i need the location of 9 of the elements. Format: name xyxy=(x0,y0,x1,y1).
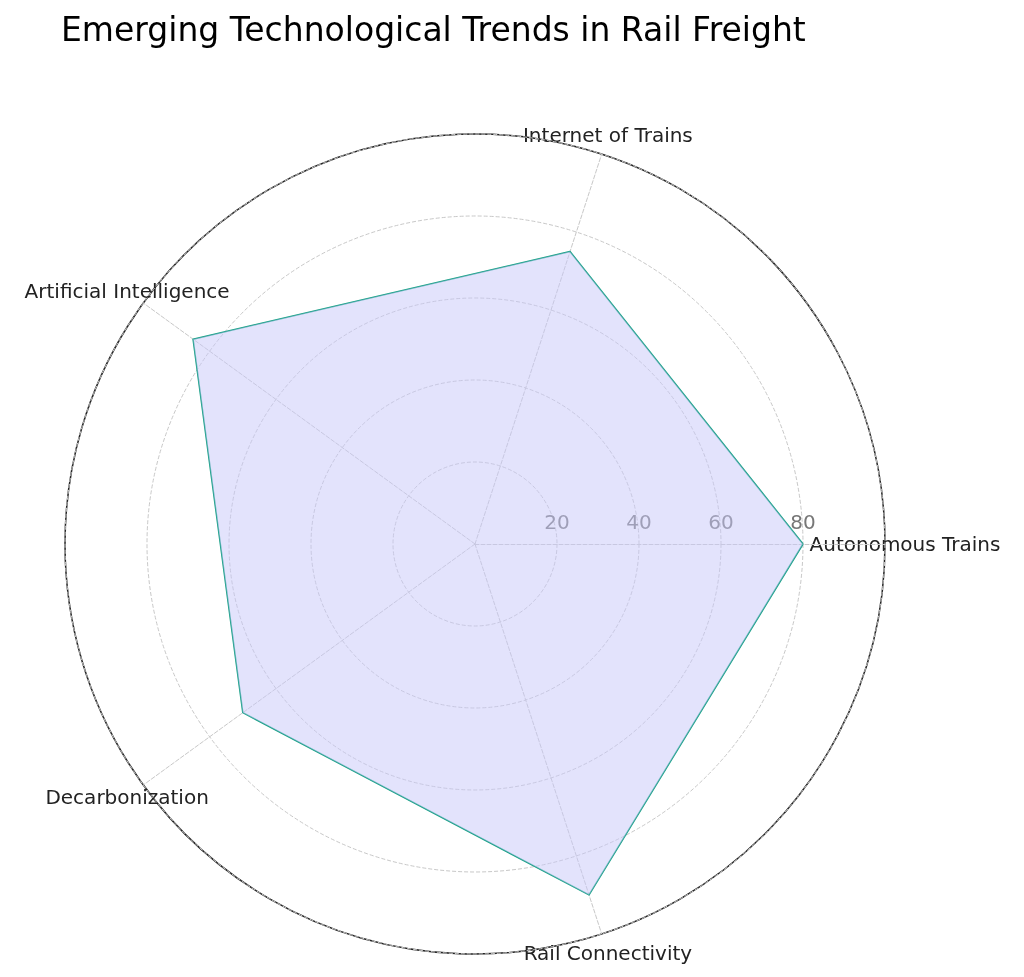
y-tick-label: 60 xyxy=(708,510,734,534)
spoke-label: Rail Connectivity xyxy=(523,940,693,965)
spoke-label: Internet of Trains xyxy=(522,123,693,148)
spoke-label: Autonomous Trains xyxy=(809,532,1001,556)
y-tick-label: 20 xyxy=(544,510,570,534)
y-tick-label: 40 xyxy=(626,510,652,534)
chart-title: Emerging Technological Trends in Rail Freight xyxy=(61,10,806,49)
y-tick-label: 80 xyxy=(790,510,816,534)
spoke-label: Artificial Intelligence xyxy=(24,279,230,304)
